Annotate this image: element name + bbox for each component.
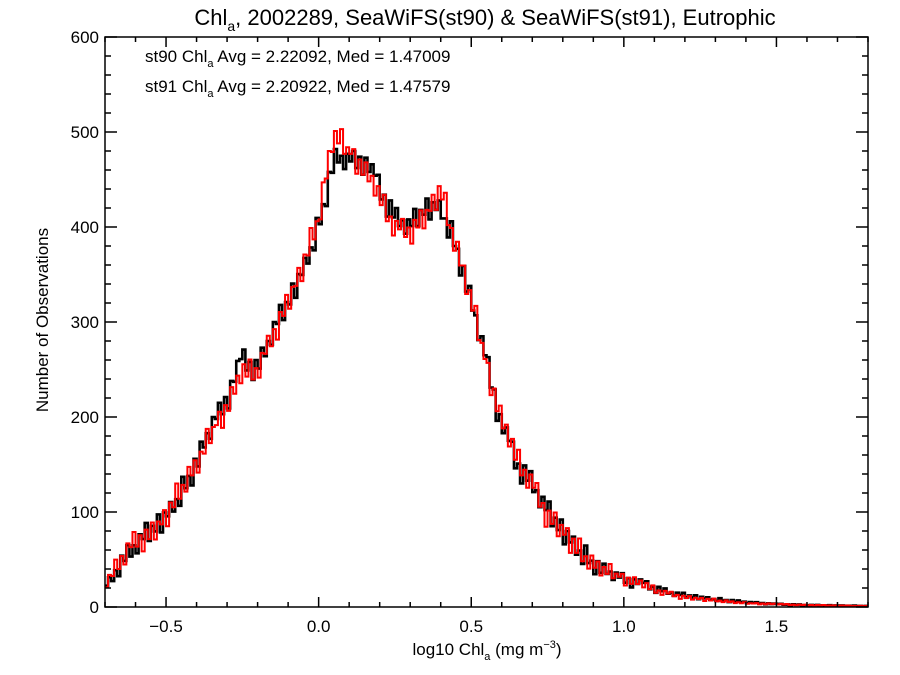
- y-tick-label: 0: [90, 598, 99, 617]
- x-axis-label: log10 Chla (mg m−3): [412, 639, 561, 663]
- chart-title: Chla, 2002289, SeaWiFS(st90) & SeaWiFS(s…: [194, 5, 775, 34]
- y-tick-label: 200: [71, 408, 99, 427]
- x-tick-label: −0.5: [149, 617, 183, 636]
- y-tick-label: 100: [71, 503, 99, 522]
- series-layer: [105, 128, 868, 608]
- y-tick-label: 500: [71, 123, 99, 142]
- x-tick-label: 1.5: [765, 617, 789, 636]
- histogram-series-st91: [105, 128, 868, 608]
- histogram-series-st90: [105, 147, 868, 608]
- plot-frame: [104, 36, 869, 608]
- ticks-layer: −0.5 0.0 0.5 1.0 1.5 0 100 200 300 400 500 600: [71, 28, 869, 636]
- y-tick-label: 300: [71, 313, 99, 332]
- annotation-st90: st90 Chla Avg = 2.22092, Med = 1.47009: [145, 47, 450, 70]
- x-tick-label: 0.5: [459, 617, 483, 636]
- x-tick-label: 1.0: [612, 617, 636, 636]
- y-axis-label: Number of Observations: [33, 228, 52, 412]
- y-tick-label: 400: [71, 218, 99, 237]
- x-tick-label: 0.0: [307, 617, 331, 636]
- y-tick-label: 600: [71, 28, 99, 47]
- annotation-st91: st91 Chla Avg = 2.20922, Med = 1.47579: [145, 77, 450, 100]
